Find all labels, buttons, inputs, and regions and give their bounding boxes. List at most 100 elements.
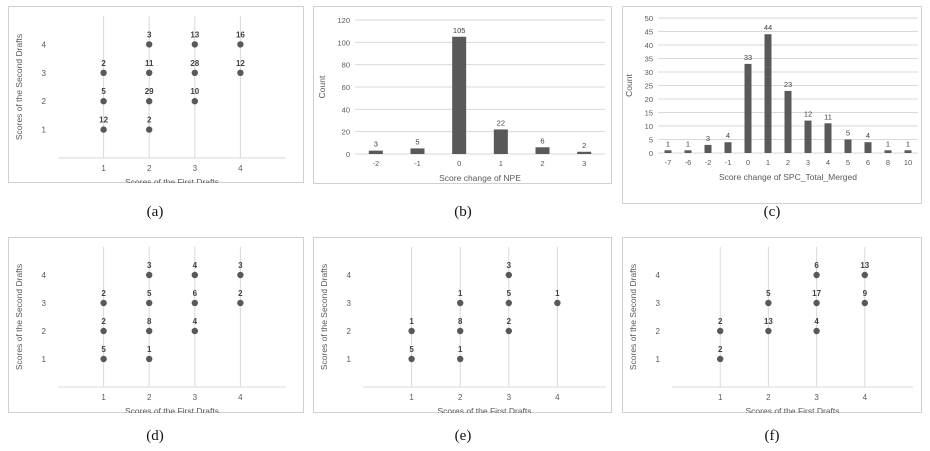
data-point (765, 327, 772, 335)
caption-b: (b) (454, 204, 472, 220)
data-label: 17 (812, 289, 821, 298)
data-point (237, 69, 244, 76)
data-point (408, 327, 415, 335)
y-tick-label: 120 (337, 16, 350, 25)
bar-value-label: 2 (582, 141, 586, 150)
caption-d: (d) (146, 428, 164, 444)
x-tick-label: 4 (826, 158, 830, 167)
bar (664, 150, 672, 153)
data-point (100, 327, 107, 335)
x-tick-label: 1 (766, 158, 770, 167)
x-tick-label: 0 (457, 159, 461, 168)
chart-panel-e: 1 2 3 4 1 2 3 4 Scores of the First Drafts Scores… (313, 237, 612, 413)
bar (784, 90, 792, 153)
data-point (237, 271, 244, 279)
data-point (146, 126, 153, 133)
y-tick-label: 1 (656, 355, 661, 364)
chart-frame (313, 237, 612, 413)
data-label: 3 (507, 261, 512, 270)
bar (844, 139, 852, 153)
bar (577, 151, 592, 154)
data-point (861, 271, 868, 279)
x-tick-label: 1 (718, 393, 723, 402)
x-tick-label: 2 (147, 393, 152, 402)
data-label: 1 (409, 317, 414, 326)
x-tick-label: 1 (499, 159, 503, 168)
y-tick-label: 3 (42, 299, 47, 308)
scatter-chart-e: 1 2 3 4 1 2 3 4 Scores of the First Drafts Scores… (313, 237, 612, 413)
data-label: 2 (101, 289, 106, 298)
x-tick-label: 3 (806, 158, 810, 167)
data-point (191, 41, 198, 48)
data-label: 13 (764, 317, 773, 326)
y-tick-label: 50 (645, 14, 653, 23)
data-label: 5 (147, 289, 152, 298)
bar-value-label: 3 (374, 140, 378, 149)
x-tick-label: 10 (904, 158, 912, 167)
y-tick-label: 2 (42, 327, 47, 336)
y-tick-label: 2 (656, 327, 661, 336)
x-tick-label: -1 (725, 158, 732, 167)
x-tick-label: 4 (863, 393, 868, 402)
data-label: 6 (193, 289, 198, 298)
data-label: 12 (99, 116, 108, 125)
chart-frame (8, 237, 304, 413)
bar-value-label: 3 (706, 134, 710, 143)
bar (452, 36, 467, 154)
data-point (717, 327, 724, 335)
caption-f: (f) (764, 428, 780, 444)
x-tick-label: 6 (866, 158, 870, 167)
y-tick-label: 10 (645, 122, 653, 131)
data-label: 8 (147, 317, 152, 326)
y-tick-label: 1 (347, 355, 352, 364)
data-point (237, 299, 244, 307)
x-tick-label: 2 (540, 159, 544, 168)
scatter-chart-d: 1 2 3 4 1 2 3 4 Scores of the First Drafts Scores… (8, 237, 304, 413)
data-point (505, 271, 512, 279)
data-label: 28 (190, 59, 199, 68)
bar (410, 148, 425, 154)
x-tick-label: 4 (238, 164, 243, 173)
x-tick-label: 4 (555, 393, 560, 402)
bar-value-label: 5 (846, 129, 850, 138)
data-label: 2 (101, 317, 106, 326)
data-label: 11 (145, 59, 154, 68)
bar-value-label: 6 (540, 136, 544, 145)
x-tick-label: 0 (746, 158, 750, 167)
chart-frame (622, 237, 922, 413)
bar-value-label: 1 (666, 139, 670, 148)
data-point (100, 355, 107, 363)
data-label: 3 (147, 261, 152, 270)
data-point (100, 98, 107, 105)
x-tick-label: 3 (582, 159, 586, 168)
data-label: 8 (458, 317, 463, 326)
bar (684, 150, 692, 153)
y-tick-label: 15 (645, 109, 653, 118)
y-tick-label: 45 (645, 28, 653, 37)
caption-c: (c) (763, 204, 781, 220)
bar-value-label: 1 (686, 139, 690, 148)
bar (804, 120, 812, 153)
data-label: 3 (147, 30, 152, 39)
x-axis-title: Scores of the First Drafts (438, 406, 532, 413)
x-tick-label: 2 (786, 158, 790, 167)
y-tick-label: 4 (42, 40, 47, 49)
y-tick-label: 35 (645, 55, 653, 64)
y-tick-label: 3 (347, 299, 352, 308)
bar (884, 150, 892, 153)
x-tick-label: 2 (766, 393, 771, 402)
y-tick-label: 100 (337, 38, 350, 47)
bar (864, 142, 872, 153)
y-axis-title: Scores of the Second Drafts (628, 264, 638, 370)
x-tick-label: -7 (665, 158, 672, 167)
data-label: 5 (101, 345, 106, 354)
data-point (861, 299, 868, 307)
x-tick-label: -2 (705, 158, 712, 167)
x-tick-label: 3 (193, 164, 198, 173)
y-tick-label: 60 (342, 83, 350, 92)
data-point (100, 69, 107, 76)
data-point (100, 126, 107, 133)
data-point (765, 299, 772, 307)
y-axis-title: Count (624, 74, 634, 97)
data-label: 2 (718, 345, 723, 354)
